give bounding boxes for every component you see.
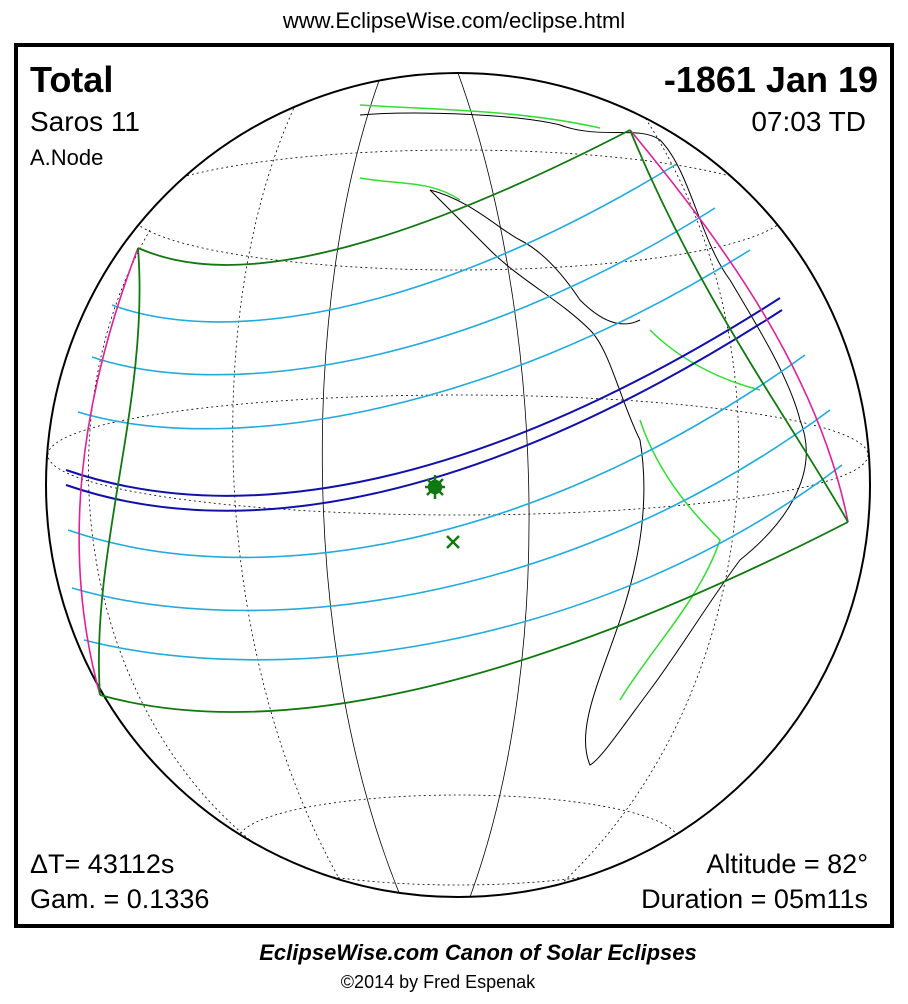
url: www.EclipseWise.com/eclipse.html — [282, 8, 625, 33]
node: A.Node — [30, 145, 103, 170]
greatest-eclipse — [425, 475, 445, 499]
greatest-duration — [446, 535, 460, 549]
frame — [14, 43, 894, 928]
eclipse-type: Total — [30, 59, 113, 100]
footer-title: EclipseWise.com Canon of Solar Eclipses — [259, 940, 697, 965]
central-path — [65, 297, 783, 512]
date: -1861 Jan 19 — [664, 59, 878, 100]
gamma: Gam. = 0.1336 — [30, 884, 209, 914]
penumbra-limits — [98, 129, 849, 713]
globe — [45, 72, 871, 898]
eclipse-contours — [67, 164, 843, 661]
coastlines — [359, 112, 807, 766]
rise-set-curves — [78, 129, 849, 696]
delta-t: ΔT= 43112s — [30, 849, 174, 879]
altitude: Altitude = 82° — [706, 849, 868, 879]
duration: Duration = 05m11s — [641, 884, 868, 914]
copyright: ©2014 by Fred Espenak — [341, 972, 536, 992]
time: 07:03 TD — [751, 106, 866, 137]
saros: Saros 11 — [30, 106, 140, 137]
borders — [359, 104, 761, 701]
